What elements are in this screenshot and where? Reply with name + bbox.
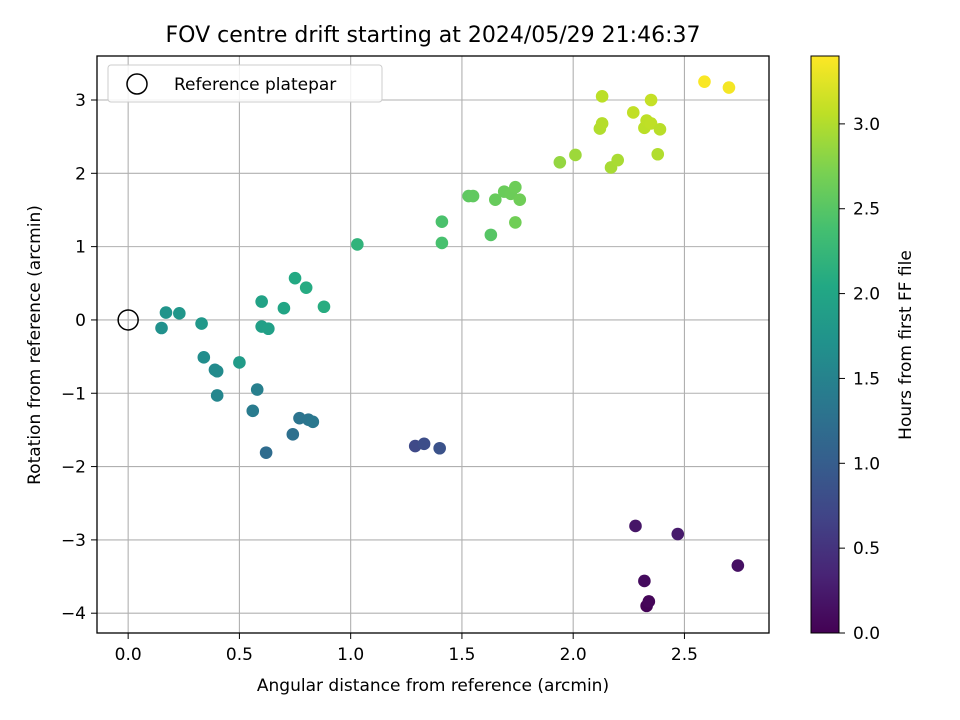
colorbar-tick-label: 2.5 (853, 200, 880, 220)
data-point (644, 117, 658, 130)
data-point (484, 228, 498, 242)
data-point (246, 404, 260, 418)
reference-marker-layer (117, 309, 139, 331)
data-point (250, 383, 264, 396)
x-tick-label: 2.0 (560, 645, 587, 665)
data-point (651, 147, 665, 161)
y-axis-label: Rotation from reference (arcmin) (25, 205, 45, 485)
colorbar-label: Hours from first FF file (896, 250, 916, 440)
data-point (626, 106, 640, 119)
data-point (197, 351, 211, 364)
data-point (509, 216, 522, 229)
data-point (513, 193, 527, 207)
x-tick-label: 2.5 (671, 645, 698, 665)
data-point (644, 93, 658, 107)
data-point (259, 446, 273, 459)
data-point (306, 415, 320, 429)
x-tick-label: 0.0 (115, 645, 142, 665)
colorbar-tick-label: 3.0 (853, 115, 880, 135)
grid-lines (97, 56, 769, 633)
data-point (173, 307, 186, 320)
colorbar-tick-label: 1.0 (853, 454, 880, 474)
data-point (435, 215, 449, 228)
data-point (595, 117, 609, 130)
x-tick-label: 1.5 (448, 645, 475, 665)
data-point (155, 321, 168, 335)
data-point (489, 193, 502, 207)
data-point (595, 90, 609, 103)
y-tick-label: 1 (75, 238, 86, 258)
data-point (195, 317, 208, 330)
data-point (317, 300, 331, 314)
legend-label-reference: Reference platepar (174, 75, 336, 95)
data-point (210, 364, 224, 378)
reference-platepar-marker (117, 309, 139, 331)
data-point (288, 271, 302, 285)
x-tick-label: 0.5 (226, 645, 253, 665)
x-axis-ticks: 0.0 0.5 1.0 1.5 2.0 2.5 (115, 633, 698, 665)
colorbar-frame (810, 55, 840, 634)
legend-marker-reference (126, 73, 148, 95)
y-axis-ticks: −4 −3 −2 −1 0 1 2 3 (61, 91, 97, 624)
data-point (638, 574, 651, 588)
data-point (642, 595, 656, 608)
data-point (671, 527, 685, 541)
y-tick-label: 3 (75, 91, 86, 111)
chart-title: FOV centre drift starting at 2024/05/29 … (166, 23, 701, 48)
colorbar-tick-label: 2.0 (853, 285, 880, 305)
y-tick-label: −3 (61, 531, 86, 551)
data-point (159, 306, 173, 319)
y-tick-label: 2 (75, 164, 86, 184)
data-point (553, 156, 567, 169)
data-point (233, 356, 246, 369)
colorbar: 0.0 0.5 1.0 1.5 2.0 2.5 3.0 Hours from first F… (810, 55, 916, 644)
x-axis-label: Angular distance from reference (arcmin) (257, 676, 609, 696)
data-point (611, 153, 624, 167)
legend: Reference platepar (107, 64, 383, 103)
data-point (351, 238, 364, 251)
y-tick-label: −1 (61, 384, 86, 404)
data-point (433, 441, 446, 455)
data-point (731, 559, 745, 572)
colorbar-tick-label: 0.0 (853, 624, 880, 644)
data-point (653, 123, 667, 136)
data-point (466, 189, 480, 203)
data-point (417, 437, 431, 451)
colorbar-ticks: 0.0 0.5 1.0 1.5 2.0 2.5 3.0 (839, 115, 880, 644)
data-point (286, 428, 300, 441)
data-point (262, 322, 275, 336)
data-point (277, 301, 291, 315)
y-tick-label: −2 (61, 458, 86, 478)
data-point (569, 148, 582, 162)
y-tick-label: −4 (61, 604, 86, 624)
plot-frame (96, 55, 770, 634)
x-tick-label: 1.0 (337, 645, 364, 665)
data-point (698, 75, 711, 88)
colorbar-tick-label: 1.5 (853, 369, 880, 389)
legend-box (107, 64, 383, 103)
data-point (435, 236, 449, 250)
data-point (255, 295, 268, 308)
data-point (509, 180, 522, 194)
colorbar-tick-label: 0.5 (853, 539, 880, 559)
data-point (629, 519, 642, 533)
y-tick-label: 0 (75, 311, 86, 331)
data-point (299, 281, 313, 294)
data-points (155, 75, 745, 613)
data-point (722, 81, 736, 94)
data-point (210, 389, 224, 402)
colorbar-gradient (811, 56, 839, 633)
